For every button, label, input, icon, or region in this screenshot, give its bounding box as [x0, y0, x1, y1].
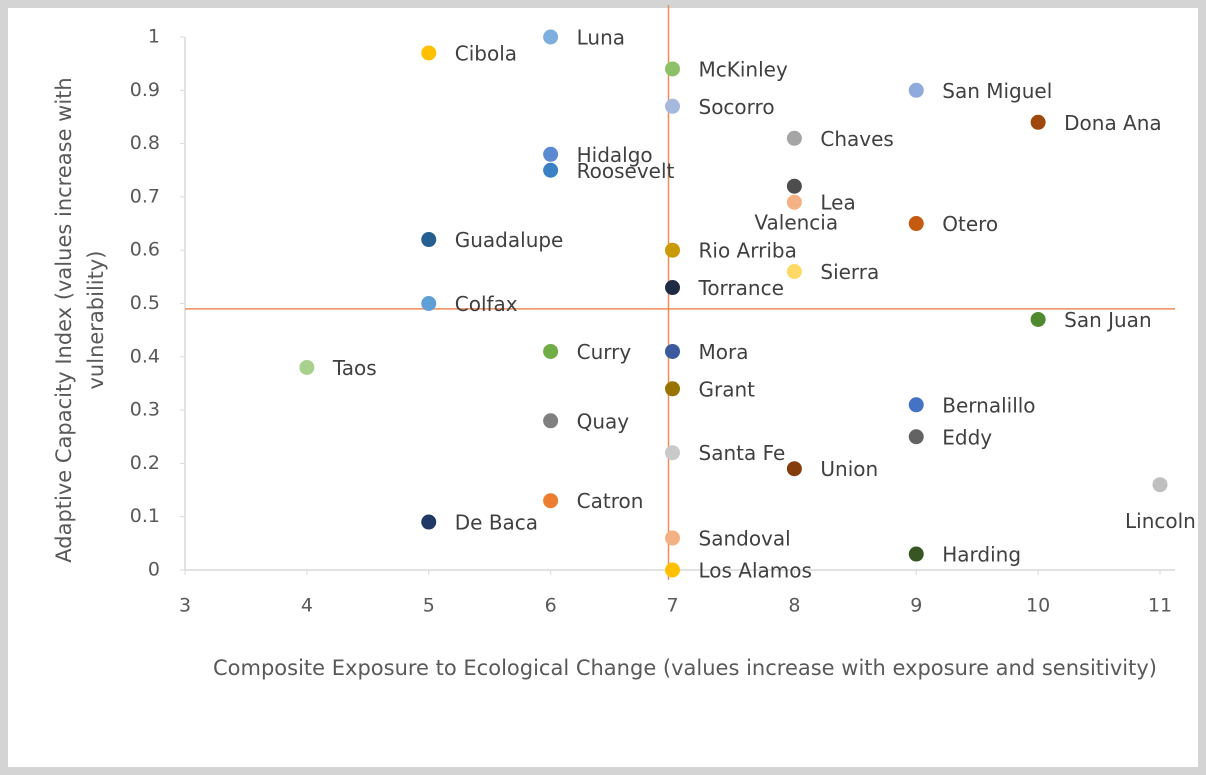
y-tick-label: 0.3	[130, 399, 160, 421]
y-tick-label: 0.4	[130, 345, 160, 367]
point	[665, 530, 680, 546]
point-label: Quay	[577, 409, 630, 433]
point	[543, 413, 559, 429]
point	[1152, 477, 1168, 493]
point-label: De Baca	[455, 511, 538, 535]
point-label: Bernalillo	[942, 393, 1035, 417]
point-label: Socorro	[699, 95, 775, 119]
point	[786, 264, 802, 280]
point	[299, 359, 315, 375]
point-label: Sierra	[820, 260, 879, 284]
point-label: Torrance	[698, 276, 784, 300]
point-label: Santa Fe	[699, 441, 786, 465]
point	[421, 514, 437, 530]
point	[908, 216, 924, 232]
point-label: Curry	[577, 340, 632, 364]
point-label: Rio Arriba	[699, 239, 797, 263]
y-tick-label: 0.5	[130, 292, 160, 314]
x-tick-label: 4	[301, 595, 313, 617]
point	[421, 45, 437, 61]
point-label: Luna	[577, 26, 625, 50]
point-label: Union	[820, 457, 878, 481]
point	[665, 242, 680, 258]
point	[421, 232, 437, 248]
point	[421, 296, 437, 311]
x-tick-label: 3	[179, 595, 191, 617]
point-label: Mora	[699, 340, 749, 364]
x-tick-label: 5	[423, 595, 435, 617]
point	[665, 445, 680, 461]
point	[543, 146, 559, 162]
x-tick-label: 6	[545, 595, 557, 617]
y-tick-label: 1	[148, 26, 160, 48]
y-tick-label: 0.7	[130, 185, 160, 207]
point-label: Otero	[942, 212, 998, 236]
point	[786, 194, 802, 210]
y-tick-label: 0.8	[130, 132, 160, 154]
point	[543, 29, 559, 45]
point-label: Cibola	[455, 41, 517, 65]
point-label: Roosevelt	[577, 159, 675, 183]
point	[543, 162, 559, 178]
y-tick-label: 0	[148, 559, 160, 581]
point	[665, 280, 680, 296]
x-axis-title: Composite Exposure to Ecological Change …	[213, 656, 1157, 680]
point-label: Guadalupe	[455, 228, 564, 252]
point	[665, 381, 680, 397]
point	[786, 461, 802, 477]
point	[786, 130, 802, 146]
point	[543, 343, 559, 359]
point	[665, 98, 680, 114]
point-label: Colfax	[455, 292, 518, 316]
point-label: Los Alamos	[699, 559, 812, 583]
point-label: Taos	[332, 356, 377, 380]
point	[908, 397, 924, 413]
x-tick-label: 9	[910, 595, 922, 617]
point-label: Lea	[820, 191, 855, 215]
point	[1030, 311, 1046, 327]
point-label: Grant	[699, 377, 756, 401]
point-label: Eddy	[942, 425, 992, 449]
x-tick-label: 7	[666, 595, 678, 617]
y-tick-label: 0.2	[130, 452, 160, 474]
y-tick-label: 0.9	[130, 79, 160, 101]
point-label: Harding	[942, 543, 1021, 567]
point	[543, 493, 559, 509]
point	[665, 343, 680, 359]
point-label: Chaves	[820, 127, 893, 151]
point	[665, 61, 680, 77]
point-label: Hidalgo	[577, 143, 653, 167]
y-tick-label: 0.1	[130, 505, 160, 527]
x-tick-label: 8	[788, 595, 800, 617]
point-label: San Juan	[1064, 308, 1152, 332]
point	[665, 562, 680, 578]
point	[908, 429, 924, 445]
point-label: Valencia	[754, 211, 838, 235]
x-tick-label: 11	[1148, 595, 1172, 617]
point	[908, 82, 924, 98]
point-label: McKinley	[699, 57, 788, 81]
point-label: Sandoval	[699, 527, 791, 551]
x-tick-label: 10	[1026, 595, 1050, 617]
point-label: Lincoln	[1125, 509, 1196, 533]
point	[1030, 114, 1046, 130]
y-tick-label: 0.6	[130, 239, 160, 261]
point-label: Catron	[577, 489, 644, 513]
point	[908, 546, 924, 562]
y-axis-title: Adaptive Capacity Index (values increase…	[52, 77, 108, 563]
point-label: San Miguel	[942, 79, 1052, 103]
point-label: Dona Ana	[1064, 111, 1162, 135]
point	[786, 178, 802, 194]
